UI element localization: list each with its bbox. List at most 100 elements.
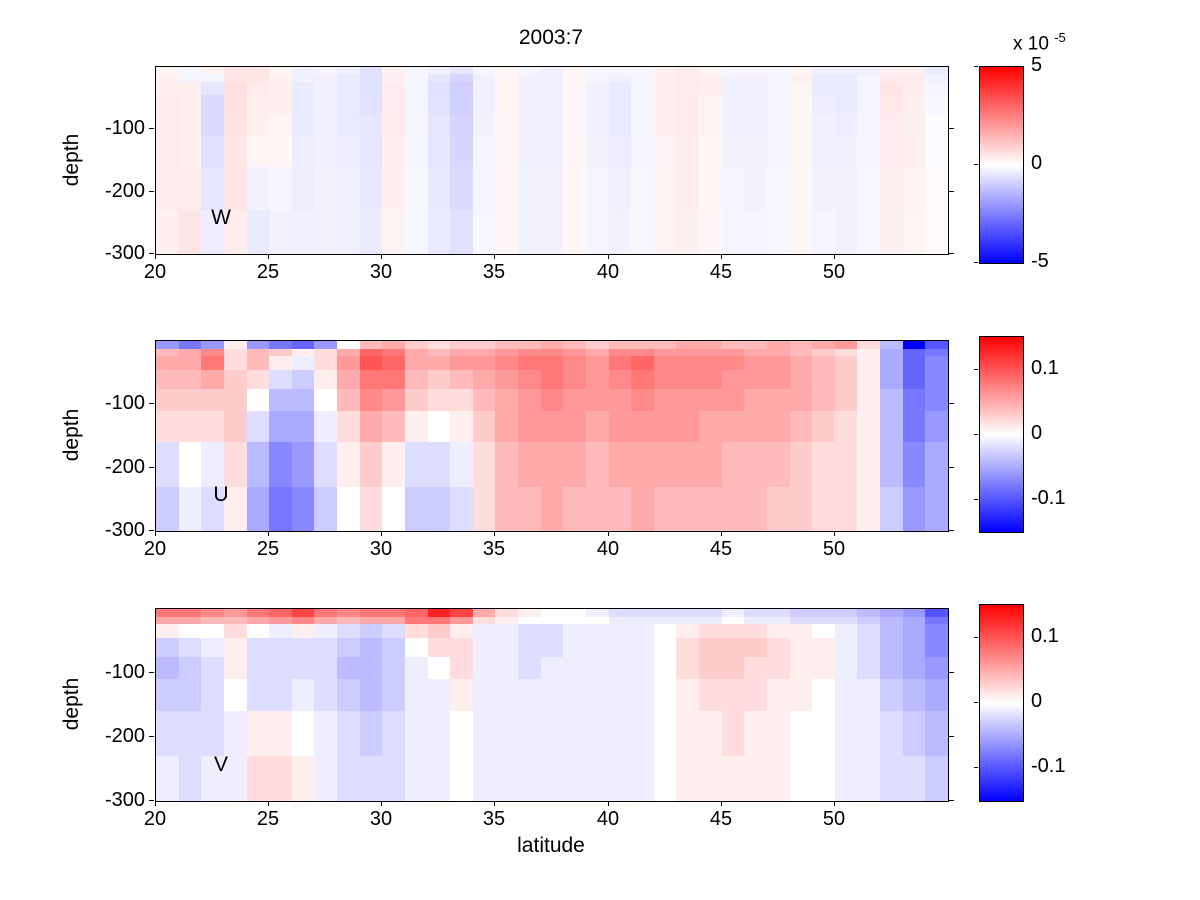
heatmap-cell xyxy=(450,609,473,617)
heatmap-cell xyxy=(337,638,360,657)
heatmap-cell xyxy=(903,624,925,638)
heatmap-cell xyxy=(405,711,428,756)
y-tick-mark xyxy=(149,253,154,254)
heatmap-cell xyxy=(360,67,382,74)
heatmap-cell xyxy=(790,341,812,349)
y-tick-mark xyxy=(949,530,954,531)
heatmap-cell xyxy=(269,74,292,82)
heatmap-cell xyxy=(812,679,835,711)
heatmap-cell xyxy=(654,136,676,167)
heatmap-cell xyxy=(360,136,382,167)
heatmap-cell xyxy=(880,210,903,254)
heatmap-cell xyxy=(428,638,450,657)
heatmap-cell xyxy=(473,114,495,136)
x-tick-mark xyxy=(494,802,495,806)
heatmap-cell xyxy=(292,756,314,801)
heatmap-cell xyxy=(360,756,382,801)
heatmap-cell xyxy=(654,370,676,389)
y-tick-mark xyxy=(149,191,154,192)
heatmap-cell xyxy=(609,411,631,442)
heatmap-cell xyxy=(767,210,790,254)
heatmap-cell xyxy=(722,442,744,487)
heatmap-cell xyxy=(903,442,925,487)
heatmap-cell xyxy=(428,617,450,624)
heatmap-cell xyxy=(247,617,269,624)
heatmap-cell xyxy=(179,389,201,411)
heatmap-cell xyxy=(631,617,654,624)
colorbar-tick-mark xyxy=(974,164,978,165)
heatmap-cell xyxy=(676,711,699,756)
heatmap-cell xyxy=(744,210,767,254)
heatmap-cell xyxy=(224,95,247,114)
heatmap-cell xyxy=(314,136,337,167)
heatmap-cell xyxy=(495,95,518,114)
heatmap-cell xyxy=(247,210,269,254)
heatmap-cell xyxy=(812,167,835,210)
heatmap-cell xyxy=(699,442,722,487)
heatmap-cell xyxy=(676,638,699,657)
heatmap-cell xyxy=(835,136,857,167)
heatmap-cell xyxy=(609,114,631,136)
heatmap-cell xyxy=(699,210,722,254)
heatmap-cell xyxy=(292,617,314,624)
heatmap-cell xyxy=(722,624,744,638)
heatmap-cell xyxy=(609,210,631,254)
panel-letter-label: V xyxy=(213,753,229,776)
heatmap-cell xyxy=(835,356,857,370)
heatmap-cell xyxy=(473,756,495,801)
heatmap-cell xyxy=(337,756,360,801)
heatmap-cell xyxy=(518,82,541,95)
heatmap-cell xyxy=(903,609,925,617)
heatmap-cell xyxy=(654,609,676,617)
heatmap-cell xyxy=(903,370,925,389)
heatmap-cell xyxy=(518,349,541,356)
heatmap-cell xyxy=(360,711,382,756)
heatmap-cell xyxy=(880,679,903,711)
heatmap-cell xyxy=(382,638,405,657)
x-tick-label: 30 xyxy=(369,538,393,560)
heatmap-cell xyxy=(473,624,495,638)
heatmap-cell xyxy=(857,114,880,136)
heatmap-cell xyxy=(563,210,586,254)
colorbar-exponent-label: x 10 -5 xyxy=(1013,30,1066,55)
heatmap-cell xyxy=(360,657,382,679)
heatmap-cell xyxy=(631,411,654,442)
heatmap-cell xyxy=(744,411,767,442)
heatmap-cell xyxy=(495,370,518,389)
heatmap-cell xyxy=(925,82,948,95)
heatmap-cell xyxy=(767,67,790,74)
heatmap-cell xyxy=(473,356,495,370)
heatmap-cell xyxy=(247,638,269,657)
heatmap-cell xyxy=(654,638,676,657)
colorbar-tick-label: 5 xyxy=(1031,54,1043,76)
heatmap-cell xyxy=(405,167,428,210)
x-tick-label: 40 xyxy=(596,538,620,560)
x-tick-mark xyxy=(834,255,835,259)
heatmap-cell xyxy=(360,341,382,349)
heatmap-cell xyxy=(631,356,654,370)
colorbar-tick-label: 0 xyxy=(1031,422,1043,444)
heatmap-cell xyxy=(835,638,857,657)
heatmap-cell xyxy=(292,370,314,389)
colorbar-tick-mark xyxy=(974,637,978,638)
heatmap-cell xyxy=(925,210,948,254)
heatmap-cell xyxy=(722,136,744,167)
heatmap-cell xyxy=(541,136,563,167)
y-tick-label: -100 xyxy=(104,117,145,139)
heatmap-cell xyxy=(880,638,903,657)
heatmap-cell xyxy=(654,411,676,442)
heatmap-cell xyxy=(676,74,699,82)
heatmap-cell xyxy=(812,638,835,657)
x-tick-mark xyxy=(721,532,722,536)
heatmap-cell xyxy=(563,411,586,442)
heatmap-cell xyxy=(179,679,201,711)
heatmap-cell xyxy=(360,679,382,711)
heatmap-cell xyxy=(179,609,201,617)
heatmap-cell xyxy=(156,756,179,801)
heatmap-cell xyxy=(880,711,903,756)
heatmap-cell xyxy=(428,349,450,356)
heatmap-cell xyxy=(473,341,495,349)
heatmap-cell xyxy=(247,487,269,531)
heatmap-cell xyxy=(609,617,631,624)
